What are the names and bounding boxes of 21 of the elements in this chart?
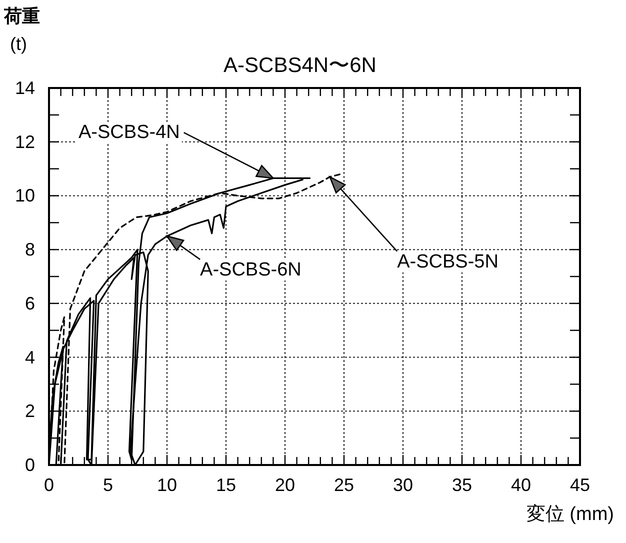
x-tick-label: 25: [334, 475, 354, 495]
y-tick-label: 2: [24, 401, 35, 422]
y-axis-title: 荷重 (t): [3, 6, 40, 54]
x-tick-label: 0: [44, 475, 54, 495]
y-tick-label: 0: [24, 455, 35, 475]
chart-title: A-SCBS4N〜6N: [224, 54, 376, 77]
y-tick-label: 8: [24, 240, 35, 260]
y-tick-label: 10: [14, 186, 35, 206]
x-tick-label: 35: [452, 475, 472, 495]
y-tick-label: 12: [14, 132, 35, 152]
y-tick-label: 14: [14, 78, 35, 98]
x-tick-label: 20: [274, 475, 296, 495]
x-tick-label: 10: [156, 475, 178, 495]
x-axis-title: 変位 (mm): [526, 503, 614, 525]
x-tick-label: 45: [570, 475, 590, 495]
y-tick-label: 6: [24, 293, 35, 314]
x-tick-label: 15: [216, 475, 236, 495]
x-tick-label: 40: [510, 475, 532, 495]
y-tick-label: 4: [24, 347, 35, 368]
x-tick-label: 5: [102, 475, 114, 495]
x-tick-label: 30: [392, 475, 414, 495]
